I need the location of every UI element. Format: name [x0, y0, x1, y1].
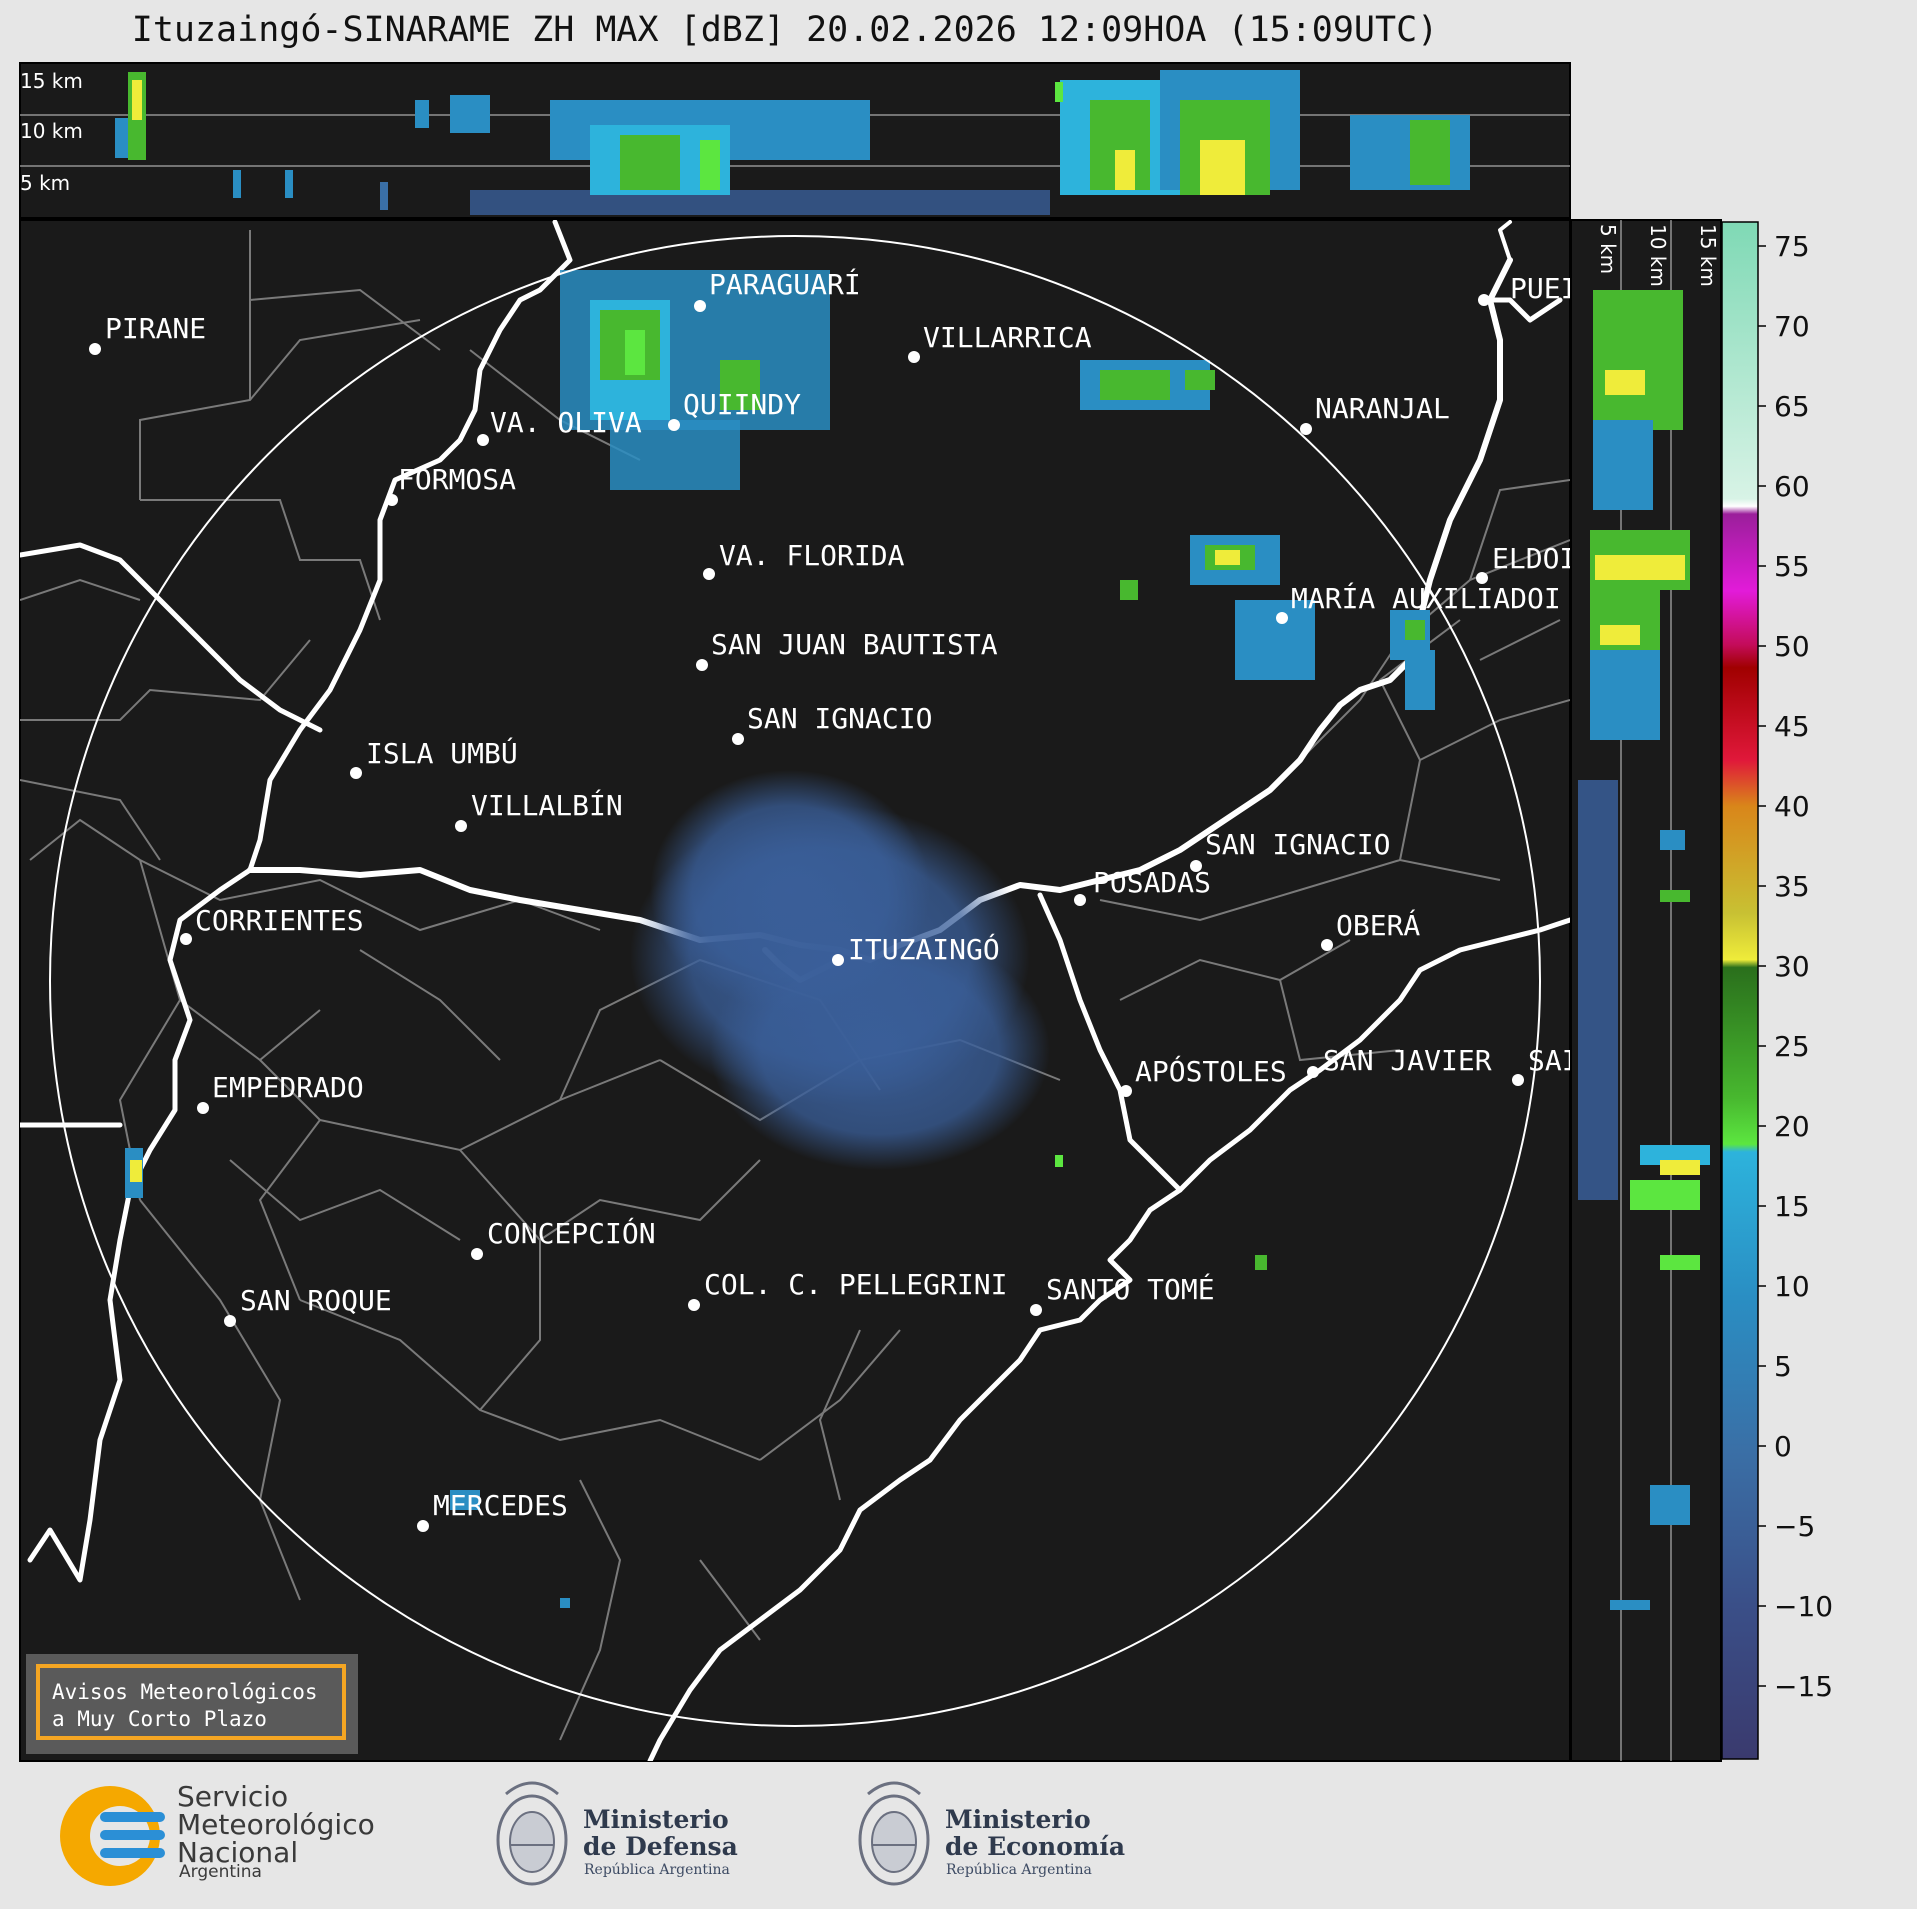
top-cross-section-panel: [19, 62, 1571, 219]
city-label: COL. C. PELLEGRINI: [704, 1268, 1007, 1301]
city-label: CONCEPCIÓN: [487, 1216, 656, 1250]
coat-of-arms-icon: [858, 1781, 930, 1886]
rivers-and-borders: [20, 220, 1570, 1761]
colorbar-tick: 70: [1774, 310, 1810, 343]
defensa-sub: República Argentina: [584, 1862, 730, 1878]
colorbar-tick: 0: [1774, 1430, 1792, 1463]
colorbar-tick: 65: [1774, 390, 1810, 423]
city-label: PIRANE: [105, 312, 206, 345]
city-label: POSADAS: [1093, 866, 1211, 899]
smn-logo-icon: [60, 1786, 165, 1886]
city-label: VA. OLIVA: [490, 406, 642, 439]
city-label: VA. FLORIDA: [719, 539, 905, 572]
side-cross-section-panel: [1570, 219, 1722, 1762]
city-label: SANTO TOMÉ: [1046, 1272, 1215, 1306]
warning-text[interactable]: Avisos Meteorológicos a Muy Corto Plazo: [52, 1679, 318, 1733]
economia-sub: República Argentina: [946, 1862, 1092, 1878]
city-label: QUIINDY: [683, 388, 801, 421]
colorbar-tick: 35: [1774, 870, 1810, 903]
colorbar-tick: −5: [1774, 1510, 1815, 1543]
city-label: MARÍA AUXILIADOI: [1291, 581, 1561, 615]
warning-line-2: a Muy Corto Plazo: [52, 1707, 267, 1731]
city-label: EMPEDRADO: [212, 1071, 364, 1104]
side-level-label: 15 km: [1696, 224, 1720, 287]
city-label: SAN ROQUE: [240, 1284, 392, 1317]
colorbar-tick: 15: [1774, 1190, 1810, 1223]
top-level-label: 15 km: [20, 69, 83, 93]
colorbar-tick: 50: [1774, 630, 1810, 663]
map-title: Ituzaingó-SINARAME ZH MAX [dBZ] 20.02.20…: [131, 10, 1439, 50]
city-label: ELDOI: [1492, 542, 1576, 575]
colorbar-tick: 25: [1774, 1030, 1810, 1063]
economia-logo: Ministerio de Economía: [945, 1806, 1125, 1860]
defensa-line-1: Ministerio: [583, 1805, 729, 1834]
city-label: SAN JAVIER: [1323, 1044, 1492, 1077]
city-label: SAN IGNACIO: [1205, 828, 1390, 861]
colorbar-tick: 5: [1774, 1350, 1792, 1383]
colorbar-tick: 30: [1774, 950, 1810, 983]
economia-line-1: Ministerio: [945, 1805, 1091, 1834]
colorbar-tick: 75: [1774, 230, 1810, 263]
smn-line-3: Nacional: [177, 1836, 299, 1869]
city-label: PARAGUARÍ: [709, 267, 861, 301]
city-label: VILLARRICA: [923, 321, 1092, 354]
colorbar-tick: 40: [1774, 790, 1810, 823]
colorbar: 75 70 65 60 55 50 45 40 35 30 25 20 15 1…: [1721, 221, 1833, 1760]
city-labels: PIRANE PARAGUARÍ VILLARRICA QUIINDY VA. …: [105, 267, 1579, 1522]
city-markers: [89, 294, 1524, 1532]
city-label: MERCEDES: [433, 1489, 568, 1522]
radar-echoes: [125, 270, 1435, 1608]
colorbar-tick: 55: [1774, 550, 1810, 583]
city-label: CORRIENTES: [195, 904, 364, 937]
city-label: FORMOSA: [398, 463, 516, 496]
warning-box[interactable]: [26, 1654, 358, 1754]
map-panel: PIRANE PARAGUARÍ VILLARRICA QUIINDY VA. …: [19, 219, 1579, 1762]
side-level-label: 5 km: [1596, 224, 1620, 274]
colorbar-tick: 10: [1774, 1270, 1810, 1303]
defensa-logo: Ministerio de Defensa: [583, 1806, 738, 1860]
smn-line-2: Meteorológico: [177, 1808, 375, 1841]
city-label: PUEI: [1510, 272, 1577, 305]
economia-line-2: de Economía: [945, 1832, 1126, 1861]
top-level-label: 10 km: [20, 119, 83, 143]
top-level-label: 5 km: [20, 171, 70, 195]
city-label: SAN JUAN BAUTISTA: [711, 628, 998, 661]
city-label: APÓSTOLES: [1135, 1054, 1287, 1088]
city-label: ISLA UMBÚ: [366, 736, 518, 770]
colorbar-tick: 20: [1774, 1110, 1810, 1143]
warning-line-1: Avisos Meteorológicos: [52, 1680, 318, 1704]
colorbar-tick: 60: [1774, 470, 1810, 503]
smn-logo: Servicio Meteorológico Nacional: [177, 1783, 375, 1867]
colorbar-tick: 45: [1774, 710, 1810, 743]
side-level-label: 10 km: [1646, 224, 1670, 287]
city-label: SAN IGNACIO: [747, 702, 932, 735]
smn-line-1: Servicio: [177, 1780, 289, 1813]
city-label: NARANJAL: [1315, 392, 1450, 425]
city-label: OBERÁ: [1336, 908, 1420, 942]
city-label: ITUZAINGÓ: [848, 932, 1000, 966]
smn-country: Argentina: [179, 1862, 262, 1882]
defensa-line-2: de Defensa: [583, 1832, 738, 1861]
coat-of-arms-icon: [496, 1781, 568, 1886]
range-ring: [49, 235, 1541, 1727]
city-label: VILLALBÍN: [471, 788, 623, 822]
colorbar-tick: −15: [1774, 1670, 1833, 1703]
colorbar-tick: −10: [1774, 1590, 1833, 1623]
